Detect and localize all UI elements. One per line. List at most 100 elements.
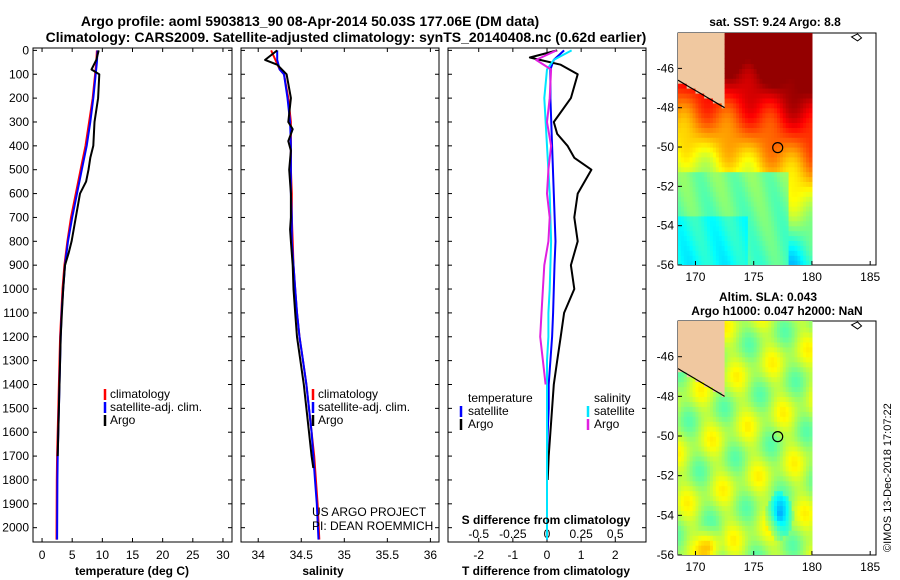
map-cell: [800, 500, 804, 507]
map-cell: [680, 505, 685, 511]
map-cell: [756, 436, 761, 442]
map-cell: [715, 321, 720, 323]
map-cell: [730, 122, 734, 128]
map-cell: [782, 361, 787, 368]
map-cell: [809, 225, 813, 232]
map-cell: [768, 88, 772, 94]
map-cell: [762, 455, 766, 462]
map-cell: [753, 361, 758, 368]
map-cell: [736, 255, 740, 261]
map-cell: [686, 346, 691, 353]
map-cell: [800, 346, 804, 353]
map-cell: [724, 406, 729, 412]
map-cell: [710, 240, 714, 246]
map-cell: [724, 535, 729, 541]
map-cell: [742, 166, 746, 173]
map-cell: [724, 34, 729, 40]
map-cell: [710, 421, 714, 427]
map-cell: [803, 321, 807, 323]
map-cell: [762, 117, 766, 123]
map-cell: [701, 176, 705, 182]
map-cell: [733, 376, 737, 383]
map-cell: [686, 142, 691, 148]
map-cell: [788, 186, 793, 192]
map-cell: [683, 73, 688, 79]
map-cell: [707, 210, 711, 217]
map-cell: [765, 201, 769, 207]
map-cell: [733, 63, 737, 69]
map-cell: [698, 147, 702, 153]
map-cell: [727, 235, 731, 241]
map-cell: [797, 366, 801, 373]
map-cell: [800, 515, 804, 521]
map-cell: [718, 436, 723, 442]
map-cell: [788, 151, 793, 158]
map-cell: [809, 346, 813, 353]
map-cell: [692, 260, 697, 265]
map-cell: [695, 535, 699, 541]
map-cell: [803, 97, 807, 104]
map-cell: [707, 436, 711, 442]
map-cell: [765, 480, 769, 487]
map-cell: [782, 68, 787, 74]
map-cell: [782, 88, 787, 94]
map-cell: [727, 520, 731, 526]
map-cell: [683, 331, 688, 338]
map-cell: [710, 431, 714, 437]
map-cell: [788, 48, 793, 55]
depth-tick-label: 0: [22, 43, 29, 57]
map-cell: [727, 356, 731, 363]
map-cell: [701, 250, 705, 256]
map-cell: [774, 515, 778, 521]
map-cell: [727, 341, 731, 348]
map-cell: [800, 550, 804, 555]
map-cell: [753, 48, 758, 55]
map-cell: [707, 137, 711, 143]
map-cell: [750, 475, 755, 482]
map-cell: [747, 122, 752, 128]
map-cell: [707, 460, 711, 467]
map-cell: [806, 411, 810, 417]
map-cell: [774, 520, 778, 526]
map-cell: [753, 83, 758, 89]
map-cell: [797, 540, 801, 546]
map-cell: [692, 366, 697, 373]
map-cell: [704, 43, 708, 50]
map-cell: [794, 321, 798, 323]
map-cell: [806, 97, 810, 104]
map-cell: [782, 450, 787, 457]
map-cell: [774, 220, 778, 227]
map-cell: [733, 550, 737, 555]
map-cell: [698, 48, 702, 55]
map-cell: [809, 38, 813, 45]
map-cell: [745, 48, 749, 55]
map-cell: [791, 34, 796, 40]
map-cell: [704, 406, 708, 412]
map-cell: [756, 341, 761, 348]
map-cell: [739, 386, 743, 392]
map-cell: [712, 240, 717, 246]
map-cell: [809, 495, 813, 502]
map-cell: [806, 525, 810, 531]
map-cell: [803, 181, 807, 187]
map-cell: [759, 122, 763, 128]
map-cell: [774, 156, 778, 163]
map-cell: [747, 255, 752, 261]
map-cell: [756, 500, 761, 507]
map-cell: [733, 336, 737, 343]
map-cell: [689, 260, 694, 265]
map-cell: [689, 176, 694, 182]
map-cell: [689, 396, 694, 402]
map-cell: [701, 322, 705, 328]
map-cell: [747, 326, 752, 333]
map-cell: [747, 431, 752, 437]
map-cell: [707, 112, 711, 119]
title-line-1: Argo profile: aoml 5903813_90 08-Apr-201…: [81, 13, 539, 29]
map-cell: [733, 381, 737, 388]
map-cell: [721, 122, 726, 128]
map-cell: [745, 381, 749, 388]
map-cell: [736, 376, 740, 383]
map-cell: [718, 351, 723, 358]
map-cell: [797, 117, 801, 123]
map-cell: [782, 406, 787, 412]
